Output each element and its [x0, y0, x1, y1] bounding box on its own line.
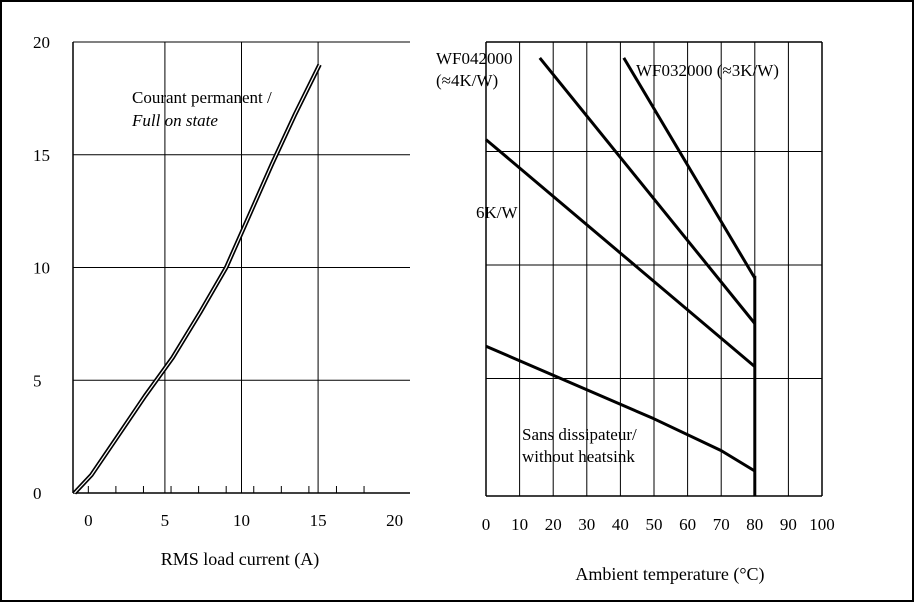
annotation-courant-permanent: Courant permanent /: [132, 88, 272, 107]
left-series-line-inner: [74, 64, 321, 494]
right-x-axis-title: Ambient temperature (°C): [575, 564, 764, 585]
left-x-axis-title: RMS load current (A): [161, 549, 319, 570]
right-series-line: [485, 138, 756, 368]
right-x-tick-label: 0: [482, 515, 491, 534]
right-series-line: [485, 344, 756, 473]
right-x-tick-label: 100: [809, 515, 835, 534]
right-series-line: [622, 57, 757, 279]
right-x-tick-label: 40: [612, 515, 629, 534]
left-y-tick-label: 15: [33, 146, 50, 165]
right-series-labels: WF042000 (≈4K/W) WF032000 (≈3K/W) 6K/W Sans …: [436, 49, 779, 466]
right-x-tick-label: 30: [578, 515, 595, 534]
left-x-tick-label: 0: [84, 511, 93, 530]
power-dissipation-chart: 0 5 10 15 20 0 5 10 15 20 Courant permanent / Ful…: [33, 33, 410, 570]
left-x-tick-label: 10: [233, 511, 250, 530]
left-grid: [72, 41, 410, 494]
annotation-full-on-state: Full on state: [131, 111, 218, 130]
right-series: [485, 56, 757, 496]
left-y-tick-label: 20: [33, 33, 50, 52]
right-x-tick-label: 80: [746, 515, 763, 534]
left-y-tick-label: 10: [33, 259, 50, 278]
right-x-tick-label: 70: [713, 515, 730, 534]
right-x-tick-label: 10: [511, 515, 528, 534]
right-series-label: 6K/W: [476, 203, 519, 222]
right-x-tick-label: 50: [646, 515, 663, 534]
right-x-tick-label: 90: [780, 515, 797, 534]
left-tick-labels: 0 5 10 15 20 0 5 10 15 20: [33, 33, 403, 530]
left-y-tick-label: 0: [33, 484, 42, 503]
left-x-tick-label: 20: [386, 511, 403, 530]
left-x-tick-label: 5: [161, 511, 170, 530]
right-x-tick-label: 60: [679, 515, 696, 534]
left-x-tick-label: 15: [310, 511, 327, 530]
right-series-label: Sans dissipateur/without heatsink: [522, 425, 637, 466]
right-x-tick-label: 20: [545, 515, 562, 534]
right-series-line: [538, 56, 756, 325]
right-tick-labels: 0 10 20 30 40 50 60 70 80 90 100: [482, 515, 835, 534]
left-series: [72, 63, 322, 495]
right-series-label: WF032000 (≈3K/W): [636, 61, 779, 80]
temperature-derating-chart: 0 10 20 30 40 50 60 70 80 90 100 WF042000 (≈4K/W)WF…: [436, 41, 835, 585]
left-y-tick-label: 5: [33, 371, 42, 390]
right-series-label: WF042000 (≈4K/W): [436, 49, 513, 90]
